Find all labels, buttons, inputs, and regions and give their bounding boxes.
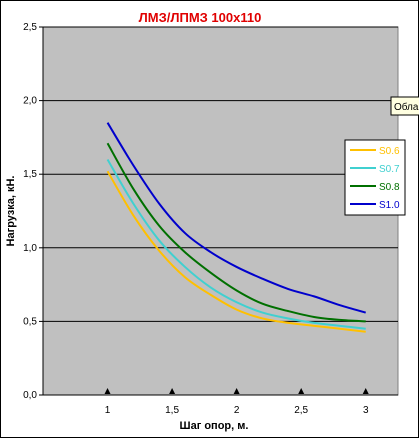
tick-labels: 0,0 0,5 1,0 1,5 2,0 2,5 1 1,5 2 2,5 3 — [23, 22, 369, 416]
legend-box — [344, 139, 406, 216]
legend-label: S0.8 — [379, 182, 400, 193]
x-tick-label: 2 — [234, 405, 240, 416]
x-tick-label: 2,5 — [294, 405, 308, 416]
x-tick-label: 1,5 — [165, 405, 179, 416]
series-line-s0-8 — [106, 142, 366, 323]
plot-area — [42, 26, 399, 396]
y-tick-label: 1,5 — [23, 169, 37, 180]
y-tick-label: 0,5 — [23, 316, 37, 327]
x-tick-mark — [362, 388, 369, 394]
tooltip-text: Обла — [394, 101, 419, 113]
y-tick-label: 2,5 — [23, 22, 37, 33]
x-tick-label: 3 — [363, 405, 369, 416]
legend-label: S1.0 — [379, 200, 400, 211]
axes — [42, 27, 398, 396]
x-axis-title: Шаг опор, м. — [180, 420, 249, 432]
x-tick-mark — [298, 388, 305, 394]
y-tick-label: 2,0 — [23, 96, 37, 107]
chart-title: ЛМЗ/ЛПМЗ 100x110 — [139, 10, 262, 25]
x-tick-mark — [233, 388, 240, 394]
tooltip: Обла — [390, 96, 419, 116]
x-tick-mark — [169, 388, 176, 394]
legend-label: S0.6 — [379, 146, 400, 157]
tooltip-box — [390, 96, 419, 116]
series-line-s1-0 — [106, 122, 367, 314]
gridlines — [43, 26, 398, 322]
y-tick-label: 1,0 — [23, 243, 37, 254]
legend: S0.6 S0.7 S0.8 S1.0 — [344, 139, 406, 216]
y-axis-title: Нагрузка, кН. — [5, 176, 17, 247]
series-line-s0-7 — [106, 158, 366, 330]
y-tick-label: 0,0 — [23, 390, 37, 401]
series-group — [106, 122, 367, 333]
series-line-s0-6 — [106, 170, 366, 333]
x-tick-mark — [104, 388, 111, 394]
x-tick-label: 1 — [105, 405, 111, 416]
legend-label: S0.7 — [379, 164, 400, 175]
